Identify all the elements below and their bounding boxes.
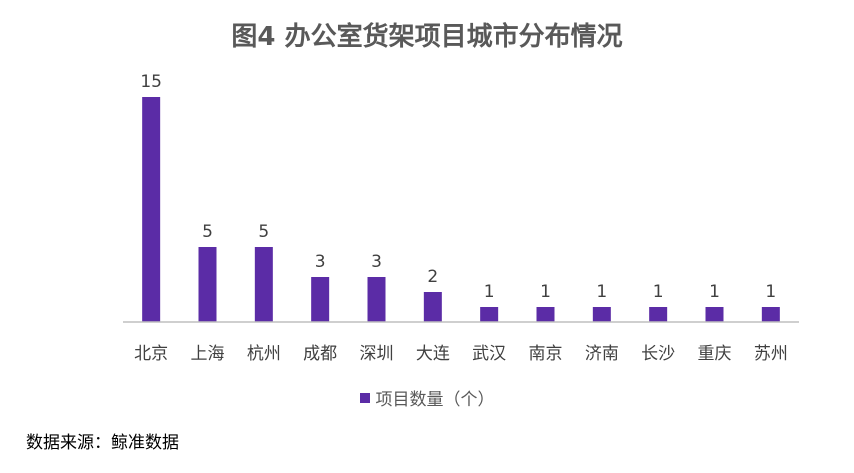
category-label-8: 济南 (585, 344, 619, 364)
category-label-4: 深圳 (360, 344, 394, 364)
legend-label: 项目数量（个） (375, 390, 495, 410)
value-label-8: 1 (596, 282, 607, 302)
value-label-1: 5 (202, 222, 213, 242)
legend: 项目数量（个） (0, 385, 854, 410)
value-label-7: 1 (540, 282, 551, 302)
bar-10 (705, 307, 724, 322)
value-label-5: 2 (427, 267, 438, 287)
value-label-10: 1 (709, 282, 720, 302)
value-label-4: 3 (371, 252, 382, 272)
bar-8 (592, 307, 611, 322)
value-label-3: 3 (315, 252, 326, 272)
value-labels-group: 15 5 5 3 3 2 1 1 1 1 1 1 (140, 72, 776, 302)
category-label-10: 重庆 (698, 344, 732, 364)
category-label-7: 南京 (529, 344, 563, 364)
category-labels-group: 北京 上海 杭州 成都 深圳 大连 武汉 南京 济南 长沙 重庆 苏州 (134, 344, 788, 364)
bar-7 (536, 307, 555, 322)
bar-4 (367, 277, 386, 322)
bar-1 (198, 247, 217, 322)
bar-2 (254, 247, 273, 322)
category-label-11: 苏州 (754, 344, 788, 364)
bar-11 (761, 307, 780, 322)
bars-group (142, 97, 780, 322)
bar-3 (311, 277, 330, 322)
category-label-9: 长沙 (641, 344, 675, 364)
chart-title: 图4 办公室货架项目城市分布情况 (231, 22, 623, 52)
category-label-2: 杭州 (247, 344, 281, 364)
legend-swatch (359, 392, 370, 403)
data-source-note: 数据来源：鲸准数据 (26, 433, 179, 453)
value-label-6: 1 (484, 282, 495, 302)
value-label-2: 5 (258, 222, 269, 242)
value-label-0: 15 (140, 72, 162, 92)
bar-9 (649, 307, 668, 322)
category-label-3: 成都 (303, 344, 337, 364)
bar-5 (423, 292, 442, 322)
category-label-5: 大连 (416, 344, 450, 364)
category-label-6: 武汉 (472, 344, 506, 364)
bar-0 (142, 97, 161, 322)
value-label-9: 1 (653, 282, 664, 302)
category-label-1: 上海 (191, 344, 225, 364)
category-label-0: 北京 (134, 344, 168, 364)
bar-6 (480, 307, 499, 322)
value-label-11: 1 (765, 282, 776, 302)
